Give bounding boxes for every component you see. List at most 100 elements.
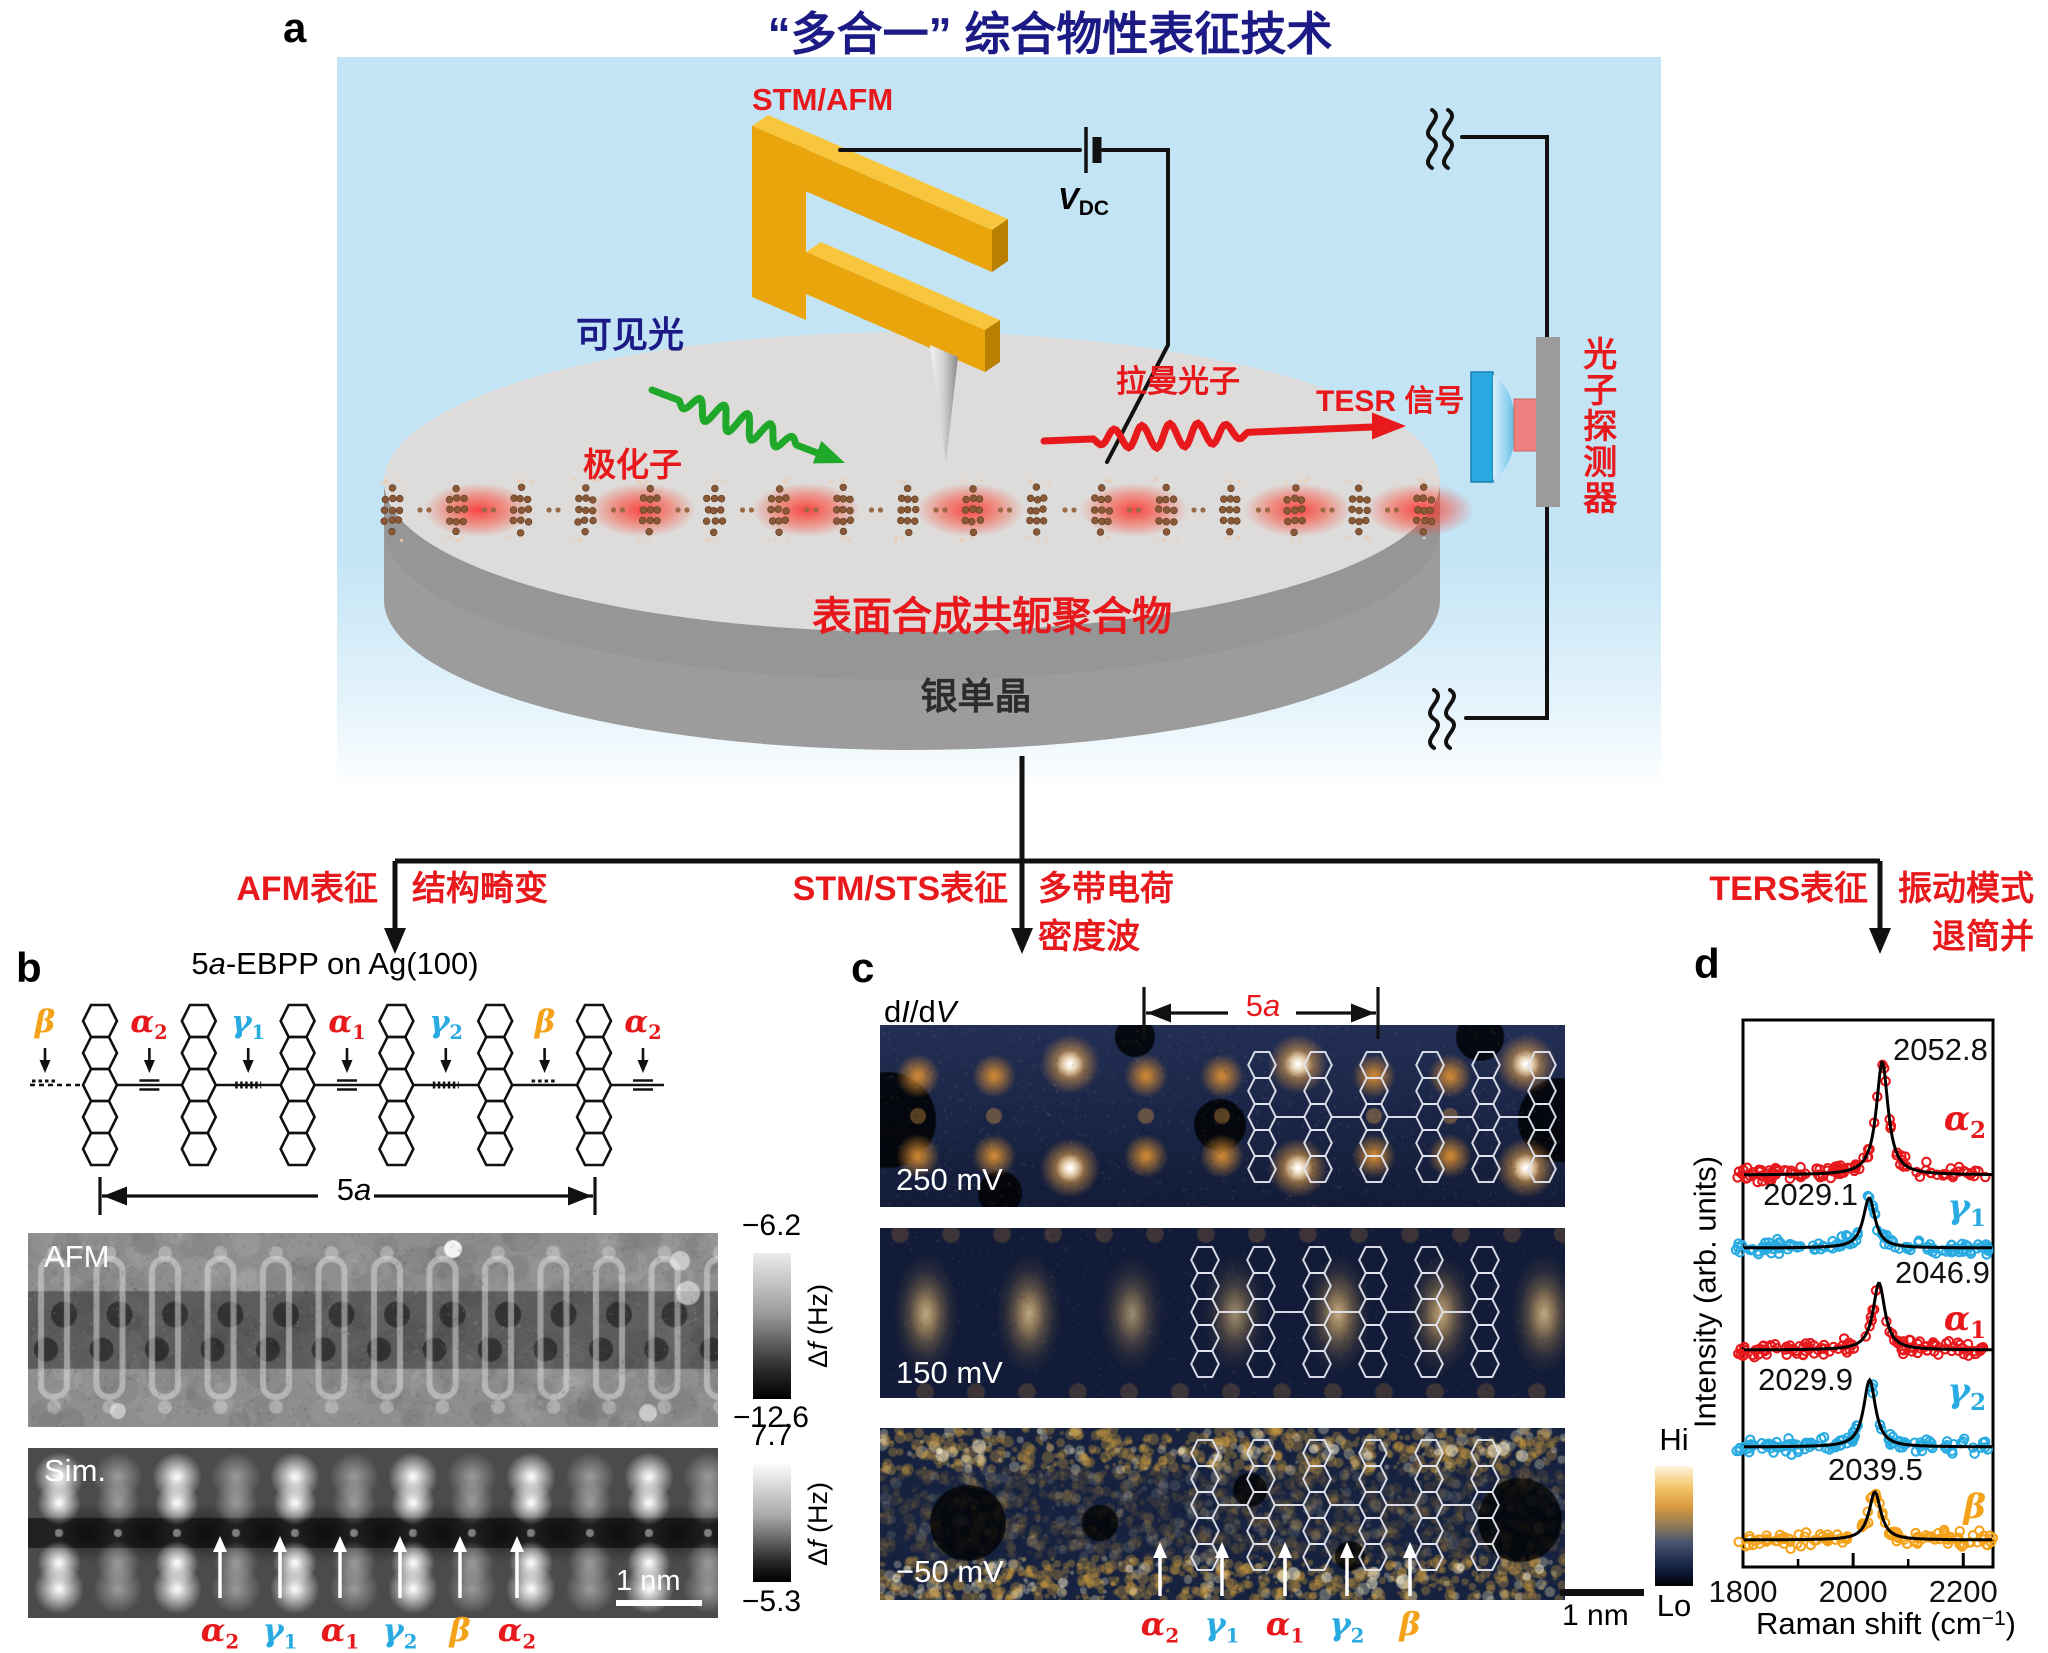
molecule-overlay-250mv	[1247, 1051, 1557, 1183]
panel-c-letter: c	[851, 944, 875, 991]
spectrum-0: 2052.8α2	[1732, 1032, 1992, 1188]
sim-arrow-label: γ2	[383, 1613, 418, 1652]
panel-b-title: 5a-EBPP on Ag(100)	[120, 946, 550, 981]
branch-sts-result-1: 多带电荷	[1038, 870, 1174, 908]
molecule-overlay-minus50mv	[1190, 1439, 1500, 1571]
sim-arrow-label-base: γ	[262, 1611, 284, 1649]
panel-b-title-italic: a	[208, 946, 226, 981]
didv-p1: d	[884, 994, 902, 1029]
bond-type-label-sub: 1	[251, 1021, 265, 1045]
x-axis-label-suffix: )	[2005, 1606, 2016, 1641]
bond-type-label-base: β	[34, 1004, 56, 1040]
didv-arrow-label-sub: 2	[1165, 1623, 1180, 1648]
substrate-label: 银单晶	[920, 676, 1032, 717]
sim-colorbar-min: −5.3	[741, 1585, 802, 1618]
didv-scalebar-line	[1560, 1589, 1644, 1596]
bond-type-label: β	[35, 1006, 56, 1039]
sim-unit-prefix: Δ	[802, 1547, 833, 1567]
bond-glyphs	[30, 1048, 664, 1091]
sim-arrow-label: γ1	[262, 1611, 298, 1652]
afm-image-label: AFM	[44, 1239, 110, 1274]
panel-b-letter: b	[16, 944, 42, 991]
bond-type-label: γ2	[429, 1006, 463, 1043]
didv-arrow-label: γ1	[1204, 1605, 1240, 1648]
series-name-label: β	[1961, 1487, 1986, 1527]
bias-symbol: V	[1058, 181, 1079, 216]
sim-colorbar-unit: Δf (Hz)	[802, 1481, 833, 1567]
bond-type-label-base: γ	[429, 1004, 450, 1040]
polymer-label: 表面合成共轭聚合物	[812, 595, 1172, 639]
didv-arrow-label: α2	[1141, 1607, 1180, 1648]
x-tick-label: 2000	[1819, 1574, 1888, 1609]
bond-type-label-sub: 2	[154, 1021, 168, 1045]
branch-afm-result: 结构畸变	[412, 870, 548, 908]
afm-colorbar	[753, 1253, 791, 1399]
didv-arrow-label-base: β	[1399, 1605, 1421, 1643]
afm-image	[28, 1233, 718, 1427]
afm-unit-suffix: (Hz)	[802, 1283, 833, 1343]
didv-arrow-label: α1	[1266, 1607, 1305, 1648]
didv-colorbar	[1655, 1466, 1693, 1586]
sim-arrow-label-base: α	[320, 1611, 346, 1649]
panel-b-span-prefix: 5	[336, 1172, 354, 1207]
bias-250mv-label: 250 mV	[896, 1162, 1003, 1197]
afm-colorbar-min: −12.6	[733, 1401, 809, 1434]
raman-photon-arrow	[1040, 412, 1406, 453]
bond-type-label: α1	[328, 1006, 365, 1043]
bond-type-label-base: β	[534, 1004, 556, 1040]
flow-arrows	[384, 756, 1891, 954]
afm-colorbar-unit: Δf (Hz)	[802, 1283, 833, 1369]
sim-unit-italic: f	[802, 1540, 833, 1548]
branch-sts-result-2: 密度波	[1038, 918, 1140, 956]
didv-arrow-label-base: γ	[1329, 1605, 1351, 1643]
didv-colorbar-lo: Lo	[1656, 1588, 1692, 1623]
sim-colorbar-max: 7.7	[750, 1419, 793, 1452]
bias-minus50mv-label: −50 mV	[896, 1554, 1004, 1589]
branch-ters-result-2: 退简并	[1932, 918, 2034, 956]
branch-ters-method: TERS表征	[1709, 870, 1868, 908]
bias-150mv-label: 150 mV	[896, 1355, 1003, 1390]
figure-title: “多合一” 综合物性表征技术	[767, 8, 1333, 60]
afm-colorbar-max: −6.2	[741, 1209, 802, 1242]
photon-detector	[1470, 337, 1560, 507]
bond-type-label-base: α	[130, 1004, 155, 1040]
sim-arrow-label-base: β	[449, 1611, 471, 1649]
bias-subscript: DC	[1078, 197, 1110, 220]
sim-arrow-label-sub: 2	[225, 1629, 240, 1653]
didv-arrow-label-sub: 1	[1225, 1623, 1240, 1648]
afm-unit-prefix: Δ	[802, 1349, 833, 1369]
x-axis-label: Raman shift (cm−1)	[1703, 1606, 2048, 1641]
sim-arrow-label-base: α	[200, 1611, 226, 1649]
panel-c-5a-span	[1142, 987, 1380, 1039]
didv-p2: /d	[909, 994, 936, 1029]
qplus-sensor	[752, 115, 1008, 462]
didv-arrow-label-base: γ	[1204, 1605, 1226, 1643]
polaron-label: 极化子	[583, 446, 682, 483]
visible-light-label: 可见光	[575, 314, 684, 355]
sim-arrow-label-sub: 2	[522, 1629, 537, 1653]
sim-image-label: Sim.	[44, 1453, 106, 1488]
raman-photon-label: 拉曼光子	[1116, 364, 1240, 399]
panel-a-schematic	[337, 57, 1661, 787]
didv-arrow-label-sub: 1	[1290, 1623, 1305, 1648]
x-tick-label: 1800	[1709, 1574, 1778, 1609]
x-tick-label: 2200	[1929, 1574, 1998, 1609]
photon-detector-label: 光子探测器	[1577, 336, 1616, 516]
molecule-overlay-150mv	[1190, 1246, 1500, 1378]
peak-value-label: 2039.5	[1828, 1452, 1923, 1487]
didv-label: dI/dV	[884, 994, 956, 1029]
branch-sts-method: STM/STS表征	[792, 870, 1008, 908]
branch-ters-result-1: 振动模式	[1898, 870, 2034, 908]
polymer-chain	[380, 477, 1436, 543]
panel-b-title-prefix: 5	[191, 946, 209, 981]
panel-c-span-prefix: 5	[1245, 988, 1263, 1023]
panel-b-5a-span	[98, 1177, 597, 1215]
bond-type-label: α2	[624, 1006, 661, 1043]
silver-crystal-disc	[384, 332, 1440, 750]
peak-value-label: 2029.9	[1758, 1362, 1853, 1397]
peak-value-label: 2052.8	[1893, 1032, 1988, 1067]
bond-type-label: γ1	[231, 1006, 265, 1043]
sim-unit-suffix: (Hz)	[802, 1481, 833, 1541]
bond-type-label-sub: 2	[449, 1021, 463, 1045]
